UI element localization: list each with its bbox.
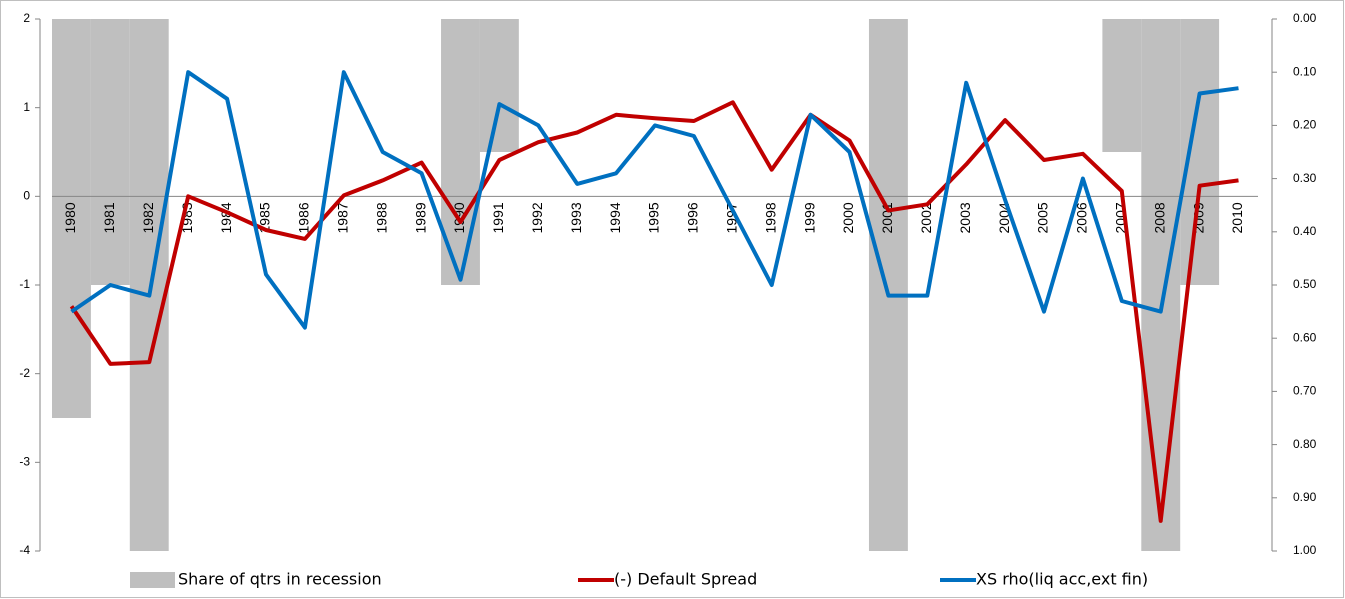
y2-tick-label: 1.00 — [1293, 543, 1317, 557]
x-tick-label: 2006 — [1074, 202, 1090, 233]
x-tick-label: 1987 — [334, 202, 350, 233]
y2-tick-label: 0.00 — [1293, 11, 1317, 25]
x-tick-label: 1996 — [685, 202, 701, 233]
x-tick-label: 1989 — [412, 202, 428, 233]
x-tick-label: 2003 — [957, 202, 973, 233]
x-tick-label: 1992 — [529, 202, 545, 233]
y2-tick-label: 0.70 — [1293, 384, 1317, 398]
x-tick-label: 2000 — [840, 202, 856, 233]
y2-tick-label: 0.30 — [1293, 171, 1317, 185]
x-tick-label: 1999 — [801, 202, 817, 233]
x-tick-label: 1997 — [724, 202, 740, 233]
series-line — [69, 100, 1239, 523]
x-tick-label: 2005 — [1035, 202, 1051, 233]
x-tick-label: 2008 — [1151, 202, 1167, 233]
recession-bar — [1180, 19, 1220, 285]
x-tick-label: 1995 — [646, 202, 662, 233]
recession-bar — [52, 19, 91, 418]
recession-bar — [868, 19, 908, 551]
x-tick-label: 1981 — [101, 202, 117, 233]
legend-swatch — [130, 572, 175, 588]
x-tick-label: 2002 — [918, 202, 934, 233]
series-line — [70, 70, 1239, 330]
recession-bar — [90, 19, 130, 285]
legend-label: XS rho(liq acc,ext fin) — [976, 570, 1148, 589]
x-tick-label: 2010 — [1229, 202, 1245, 233]
y2-tick-label: 0.10 — [1293, 64, 1317, 78]
recession-bar — [1102, 19, 1142, 152]
y-tick-label: -3 — [19, 455, 30, 469]
x-tick-label: 1980 — [62, 202, 78, 233]
y-tick-label: -1 — [19, 277, 30, 291]
x-tick-label: 1986 — [296, 202, 312, 233]
y2-tick-label: 0.40 — [1293, 224, 1317, 238]
y2-tick-label: 0.50 — [1293, 277, 1317, 291]
x-tick-label: 1988 — [373, 202, 389, 233]
legend-label: (-) Default Spread — [614, 570, 757, 589]
x-tick-label: 1982 — [140, 202, 156, 233]
x-tick-label: 1994 — [607, 202, 623, 233]
y2-tick-label: 0.80 — [1293, 437, 1317, 451]
x-tick-label: 1998 — [762, 202, 778, 233]
legend-label: Share of qtrs in recession — [178, 570, 382, 589]
y-tick-label: 1 — [23, 100, 30, 114]
y-tick-label: 2 — [23, 11, 30, 25]
y-tick-label: -2 — [19, 366, 30, 380]
y-tick-label: -4 — [19, 543, 30, 557]
recession-bar — [1141, 19, 1181, 551]
recession-bar — [479, 19, 519, 152]
y-tick-label: 0 — [23, 189, 30, 203]
x-tick-label: 1984 — [218, 202, 234, 233]
y2-tick-label: 0.60 — [1293, 330, 1317, 344]
x-tick-label: 1991 — [490, 202, 506, 233]
y2-tick-label: 0.20 — [1293, 118, 1317, 132]
x-tick-label: 1993 — [568, 202, 584, 233]
y2-tick-label: 0.90 — [1293, 490, 1317, 504]
